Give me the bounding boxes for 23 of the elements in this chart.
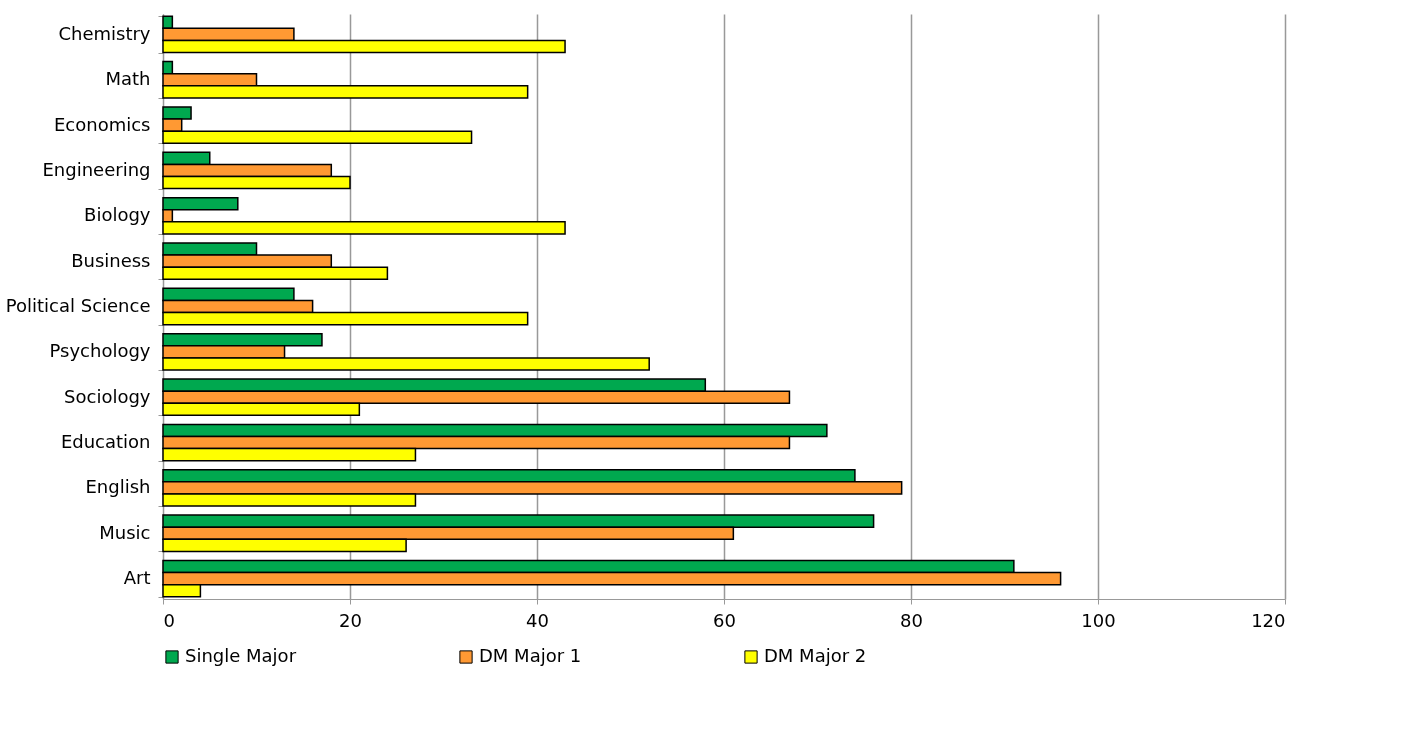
- y-tick-label: Psychology: [49, 340, 151, 362]
- y-tick-label: English: [85, 476, 151, 498]
- x-tick-label: 40: [526, 609, 549, 631]
- y-tick-label: Business: [71, 249, 151, 271]
- y-tick-label: Economics: [53, 113, 151, 135]
- x-tick-label: 100: [1081, 609, 1116, 631]
- x-tick-label: 60: [713, 609, 736, 631]
- y-tick-label: Chemistry: [58, 22, 151, 44]
- y-tick-label: Art: [123, 567, 151, 589]
- legend-label: DM Major 2: [764, 645, 867, 666]
- y-tick-label: Education: [60, 431, 151, 453]
- legend-label: DM Major 1: [479, 645, 582, 666]
- y-tick-label: Math: [105, 68, 151, 90]
- y-tick-label: Biology: [84, 204, 151, 226]
- x-tick-label: 20: [339, 609, 362, 631]
- y-tick-label: Music: [99, 521, 151, 543]
- x-tick-label: 120: [1251, 609, 1286, 631]
- x-tick-label: 0: [163, 609, 175, 631]
- y-tick-label: Political Science: [5, 295, 151, 316]
- legend-label: Single Major: [185, 645, 297, 666]
- y-tick-label: Engineering: [42, 158, 151, 180]
- y-tick-label: Sociology: [64, 385, 151, 407]
- x-tick-label: 80: [900, 609, 923, 631]
